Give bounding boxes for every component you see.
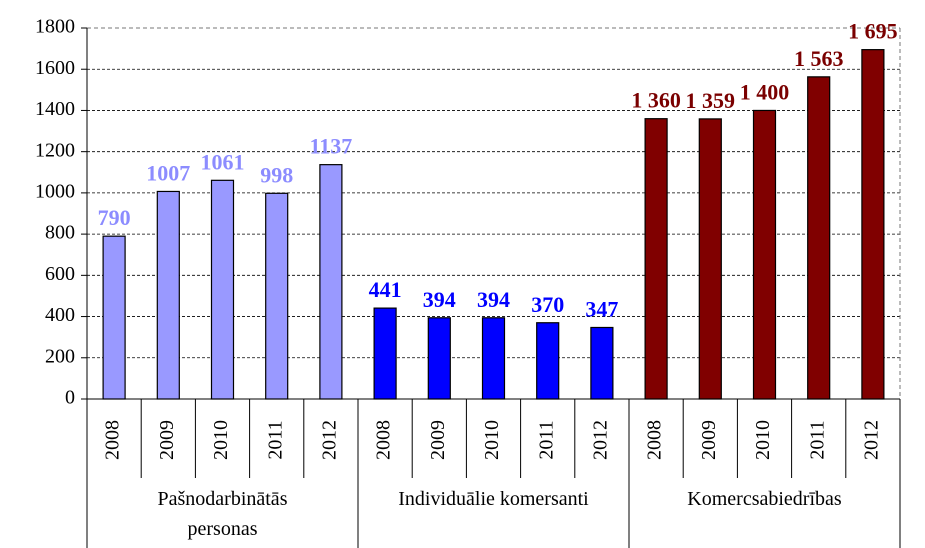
data-label: 370 <box>531 292 564 317</box>
y-tick-label: 1200 <box>35 139 75 161</box>
group-label: Komercsabiedrības <box>687 488 842 510</box>
x-tick-label: 2012 <box>589 420 611 460</box>
group-label: Individuālie komersanti <box>398 488 589 510</box>
data-label: 441 <box>369 277 402 302</box>
bar <box>807 76 831 400</box>
data-label: 1 563 <box>794 46 844 71</box>
x-tick-label: 2009 <box>698 420 720 460</box>
data-label: 347 <box>585 297 618 322</box>
bar <box>156 190 180 400</box>
x-tick-label: 2009 <box>427 420 449 460</box>
y-tick-label: 1400 <box>35 98 75 120</box>
x-tick-label: 2012 <box>860 420 882 460</box>
bar <box>861 49 885 400</box>
x-tick-label: 2012 <box>318 420 340 460</box>
data-label: 998 <box>260 162 293 187</box>
x-tick-label: 2011 <box>535 420 557 459</box>
x-tick-label: 2011 <box>806 420 828 459</box>
x-tick-label: 2008 <box>102 420 124 460</box>
x-tick-label: 2010 <box>481 420 503 460</box>
bar <box>536 322 560 400</box>
y-tick-label: 600 <box>45 263 75 285</box>
data-label: 1137 <box>310 134 353 159</box>
y-tick-label: 0 <box>65 387 75 409</box>
data-label: 1 695 <box>848 19 898 44</box>
y-tick-label: 1800 <box>35 16 75 38</box>
x-tick-label: 2008 <box>644 420 666 460</box>
bar <box>590 326 614 400</box>
bar <box>373 307 397 400</box>
data-label: 1 400 <box>740 79 790 104</box>
data-label: 1061 <box>201 149 245 174</box>
bar <box>644 118 668 400</box>
x-tick-label: 2010 <box>752 420 774 460</box>
bar <box>427 317 451 400</box>
data-label: 1007 <box>146 160 190 185</box>
data-label: 1 360 <box>631 88 681 113</box>
data-label: 394 <box>423 287 456 312</box>
bar <box>210 179 235 400</box>
bar <box>319 164 343 400</box>
bar <box>102 235 126 400</box>
x-tick-label: 2008 <box>373 420 395 460</box>
y-tick-label: 1000 <box>35 180 75 202</box>
bar <box>265 192 289 400</box>
y-tick-label: 400 <box>45 304 75 326</box>
bar <box>698 118 722 400</box>
data-label: 1 359 <box>686 88 736 113</box>
x-tick-label: 2009 <box>156 420 178 460</box>
x-tick-label: 2011 <box>264 420 286 459</box>
x-tick-label: 2010 <box>210 420 232 460</box>
group-label: Pašnodarbinātās personas <box>157 488 288 540</box>
y-tick-label: 200 <box>45 345 75 367</box>
bar <box>481 317 506 400</box>
data-label: 790 <box>98 205 131 230</box>
data-label: 394 <box>477 287 510 312</box>
bar <box>752 109 777 400</box>
y-tick-label: 800 <box>45 222 75 244</box>
y-tick-label: 1600 <box>35 57 75 79</box>
